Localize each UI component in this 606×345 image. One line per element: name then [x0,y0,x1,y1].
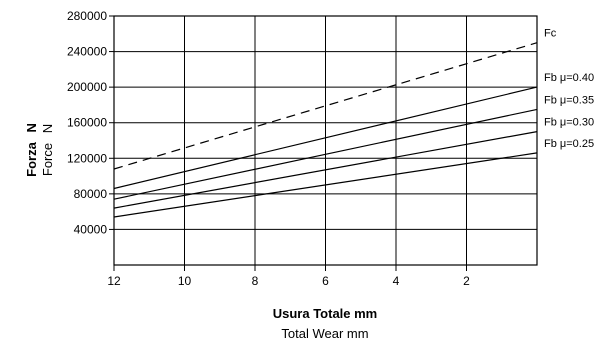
series-line-5 [113,152,538,218]
y-tick-label: 120000 [67,151,107,165]
y-tick-label: 160000 [67,116,107,130]
series-line-2 [113,86,538,190]
x-tick-label: 2 [463,274,470,288]
series-line-3 [113,108,538,200]
x-tick-label: 4 [393,274,400,288]
x-tick-label: 6 [322,274,329,288]
plot-frame [113,15,538,266]
series-label-2: Fb μ=0.40 [544,72,594,84]
y-tick-label: 200000 [67,80,107,94]
svg-text:Force N: Force N [40,124,55,176]
series-label-4: Fb μ=0.30 [544,117,594,129]
y-axis-label-it-word: Forza [24,141,39,176]
x-axis-label-it: Usura Totale mm [273,306,378,321]
x-tick-label: 12 [107,274,121,288]
series-label-1: Fc [544,28,557,40]
y-tick-label: 240000 [67,45,107,59]
svg-text:Forza N: Forza N [24,123,39,177]
y-tick-label: 280000 [67,9,107,23]
y-axis-label-en-word: Force [40,143,55,176]
y-tick-label: 80000 [74,187,108,201]
y-tick-label: 40000 [74,222,108,236]
x-tick-labels: 12 10 8 6 4 2 [107,274,470,288]
series-label-5: Fb μ=0.25 [544,138,594,150]
y-axis-label: Forza N Force N [24,123,55,177]
series-label-3: Fb μ=0.35 [544,94,594,106]
series-labels: Fc Fb μ=0.40 Fb μ=0.35 Fb μ=0.30 Fb μ=0.25 [544,28,594,150]
series-lines [113,42,538,218]
x-tick-label: 8 [252,274,259,288]
y-axis-label-en-unit: N [40,124,55,133]
y-axis-label-it-unit: N [24,123,39,132]
x-tick-label: 10 [178,274,192,288]
x-axis-label-en: Total Wear mm [281,326,368,341]
series-line-4 [113,131,538,209]
y-tick-labels: 40000 80000 120000 160000 200000 240000 280000 [67,9,107,236]
series-line-1 [113,42,538,170]
